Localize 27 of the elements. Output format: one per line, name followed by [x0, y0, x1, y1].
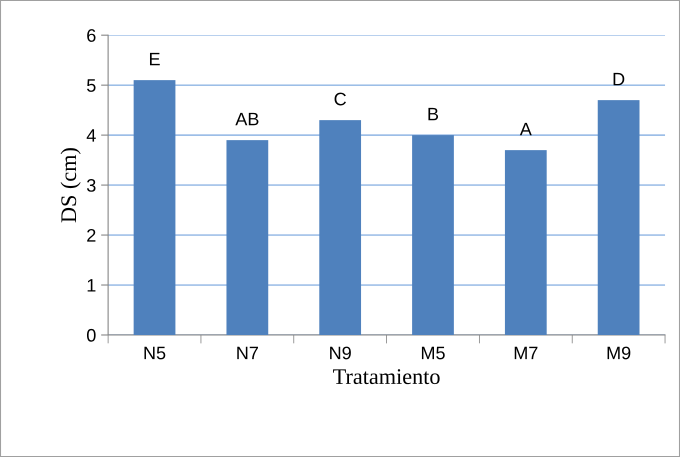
y-tick-label: 0: [86, 328, 96, 342]
bar: [504, 150, 547, 335]
annotation: B: [428, 108, 438, 120]
bar: [598, 100, 640, 335]
y-tick-label: 1: [88, 279, 96, 292]
bar: [134, 80, 176, 335]
annotation: C: [334, 92, 346, 106]
x-tick-label: N7: [237, 346, 258, 360]
x-tick-label: N5: [144, 346, 166, 360]
x-axis-title: Tratamiento: [333, 369, 440, 384]
annotation: AB: [235, 112, 258, 126]
y-tick-label: 2: [87, 228, 96, 242]
y-tick-label: 4: [86, 129, 96, 142]
bar: [319, 120, 362, 335]
x-tick-label: M7: [514, 346, 538, 360]
bar: [412, 135, 454, 335]
y-axis-title: DS (cm): [60, 148, 81, 222]
y-tick-label: 6: [87, 29, 96, 42]
annotation: E: [150, 52, 160, 66]
y-tick-label: 3: [86, 179, 96, 192]
x-tick-label: N9: [330, 346, 351, 360]
x-tick-label: M5: [422, 346, 445, 360]
y-tick-label: 5: [86, 79, 96, 92]
bar: [226, 140, 268, 335]
annotation: D: [614, 72, 624, 86]
annotation: A: [520, 122, 532, 136]
x-tick-label: M9: [608, 346, 630, 360]
